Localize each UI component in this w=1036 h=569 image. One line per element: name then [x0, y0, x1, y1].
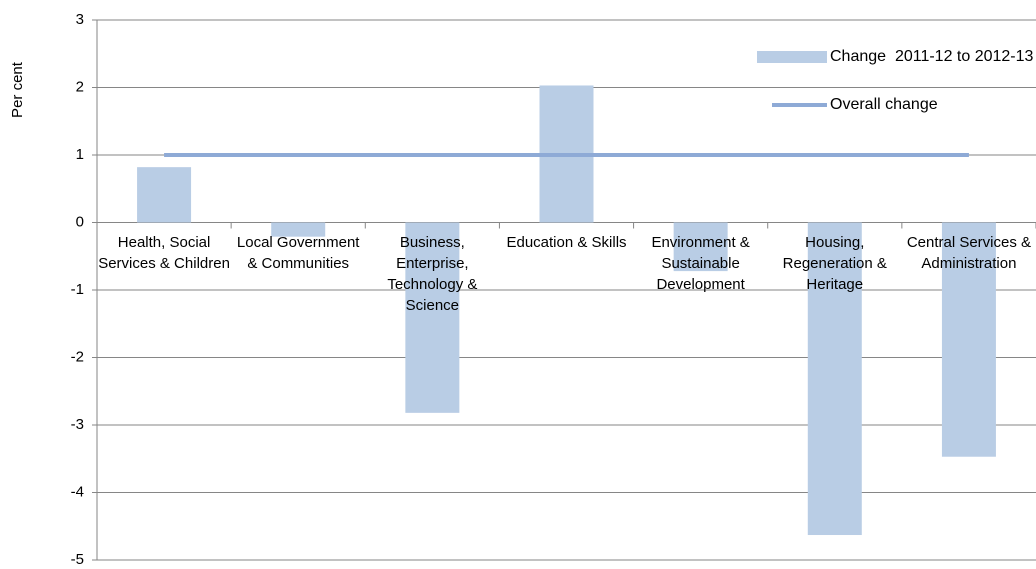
y-tick-label: -2: [71, 348, 84, 365]
x-tick-label: Central Services & Administration: [906, 233, 1032, 272]
y-tick-label: 2: [76, 78, 84, 95]
x-tick-label: Environment & Sustainable Development: [651, 233, 750, 293]
legend-swatch: [757, 51, 827, 63]
bar: [807, 222, 862, 536]
y-tick-label: -4: [71, 483, 84, 500]
bar: [941, 222, 996, 457]
y-tick-label: -1: [71, 281, 84, 298]
legend-label: Overall change: [830, 96, 938, 113]
y-axis-label: Per cent: [9, 61, 26, 118]
y-tick-label: -5: [71, 551, 84, 568]
x-tick-label: Housing, Regeneration & Heritage: [782, 233, 887, 293]
bar: [137, 167, 192, 223]
x-tick-label: Business, Enterprise, Technology & Scien…: [387, 233, 478, 314]
bar: [405, 222, 460, 413]
y-tick-label: 0: [76, 213, 84, 230]
x-tick-label: Health, Social Services & Children: [98, 233, 230, 272]
bar: [673, 222, 728, 272]
y-tick-label: 1: [76, 146, 84, 163]
x-tick-label: Education & Skills: [506, 233, 627, 251]
y-tick-label: -3: [71, 416, 84, 433]
y-tick-label: 3: [76, 11, 84, 28]
x-tick-label: Local Government & Communities: [236, 233, 360, 272]
legend-label: Change 2011-12 to 2012-13: [830, 48, 1034, 65]
bar: [271, 222, 326, 237]
